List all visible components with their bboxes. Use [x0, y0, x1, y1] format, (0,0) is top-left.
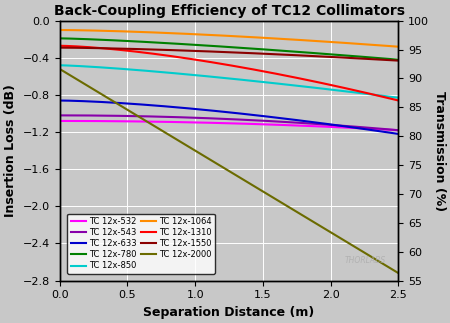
- TC 12x-633: [270, 115, 275, 119]
- TC 12x-543: [98, 114, 103, 118]
- TC 12x-543: [303, 121, 309, 125]
- TC 12x-543: [167, 115, 173, 119]
- TC 12x-850: [57, 63, 63, 67]
- Title: Back-Coupling Efficiency of TC12 Collimators: Back-Coupling Efficiency of TC12 Collima…: [54, 4, 405, 18]
- TC 12x-1550: [302, 54, 307, 57]
- TC 12x-532: [98, 119, 103, 123]
- TC 12x-633: [167, 105, 173, 109]
- TC 12x-532: [270, 123, 275, 127]
- TC 12x-1064: [167, 31, 173, 35]
- TC 12x-1064: [191, 32, 197, 36]
- TC 12x-633: [57, 99, 63, 102]
- Line: TC 12x-633: TC 12x-633: [60, 100, 398, 134]
- TC 12x-532: [302, 124, 307, 128]
- X-axis label: Separation Distance (m): Separation Distance (m): [144, 306, 315, 319]
- TC 12x-1310: [396, 99, 401, 102]
- TC 12x-1310: [167, 54, 173, 58]
- TC 12x-780: [302, 50, 307, 54]
- TC 12x-1310: [303, 78, 309, 82]
- TC 12x-850: [396, 96, 401, 100]
- TC 12x-543: [270, 119, 275, 123]
- TC 12x-1550: [191, 49, 197, 53]
- TC 12x-850: [98, 65, 103, 69]
- Line: TC 12x-543: TC 12x-543: [60, 115, 398, 130]
- TC 12x-633: [302, 119, 307, 123]
- Line: TC 12x-2000: TC 12x-2000: [60, 69, 398, 273]
- TC 12x-1064: [302, 38, 307, 42]
- TC 12x-532: [191, 120, 197, 124]
- Text: THORLABS: THORLABS: [344, 256, 386, 265]
- Y-axis label: Insertion Loss (dB): Insertion Loss (dB): [4, 84, 17, 217]
- TC 12x-543: [57, 113, 63, 117]
- TC 12x-1310: [57, 44, 63, 48]
- TC 12x-1064: [303, 38, 309, 42]
- TC 12x-1550: [167, 48, 173, 52]
- Line: TC 12x-532: TC 12x-532: [60, 121, 398, 130]
- TC 12x-633: [303, 119, 309, 123]
- Line: TC 12x-1310: TC 12x-1310: [60, 46, 398, 100]
- TC 12x-2000: [270, 195, 275, 199]
- TC 12x-1064: [270, 36, 275, 40]
- Line: TC 12x-780: TC 12x-780: [60, 38, 398, 60]
- TC 12x-2000: [167, 133, 173, 137]
- TC 12x-1310: [270, 71, 275, 75]
- TC 12x-780: [57, 36, 63, 40]
- TC 12x-850: [191, 73, 197, 77]
- TC 12x-1550: [57, 46, 63, 49]
- TC 12x-1550: [270, 52, 275, 56]
- Y-axis label: Transmission (%): Transmission (%): [433, 90, 446, 211]
- TC 12x-532: [57, 119, 63, 123]
- TC 12x-532: [167, 120, 173, 124]
- TC 12x-850: [302, 85, 307, 89]
- TC 12x-1550: [396, 59, 401, 63]
- TC 12x-1310: [191, 57, 197, 61]
- TC 12x-532: [303, 124, 309, 128]
- TC 12x-2000: [303, 215, 309, 219]
- TC 12x-2000: [98, 92, 103, 96]
- TC 12x-633: [98, 100, 103, 104]
- TC 12x-1064: [396, 45, 401, 49]
- TC 12x-2000: [396, 271, 401, 275]
- Legend: TC 12x-532, TC 12x-543, TC 12x-633, TC 12x-780, TC 12x-850, TC 12x-1064, TC 12x-: TC 12x-532, TC 12x-543, TC 12x-633, TC 1…: [67, 214, 215, 274]
- Line: TC 12x-1550: TC 12x-1550: [60, 47, 398, 61]
- TC 12x-543: [302, 121, 307, 125]
- TC 12x-1310: [302, 78, 307, 81]
- TC 12x-633: [191, 107, 197, 111]
- Line: TC 12x-850: TC 12x-850: [60, 65, 398, 98]
- TC 12x-780: [98, 38, 103, 42]
- TC 12x-780: [396, 58, 401, 62]
- TC 12x-850: [270, 81, 275, 85]
- TC 12x-780: [270, 48, 275, 52]
- TC 12x-633: [396, 132, 401, 136]
- TC 12x-780: [303, 50, 309, 54]
- TC 12x-1310: [98, 46, 103, 50]
- TC 12x-850: [303, 85, 309, 89]
- TC 12x-780: [167, 41, 173, 45]
- TC 12x-2000: [302, 214, 307, 218]
- Line: TC 12x-1064: TC 12x-1064: [60, 30, 398, 47]
- TC 12x-1064: [98, 29, 103, 33]
- TC 12x-543: [396, 128, 401, 132]
- TC 12x-780: [191, 43, 197, 47]
- TC 12x-2000: [191, 148, 197, 152]
- TC 12x-1550: [303, 54, 309, 57]
- TC 12x-850: [167, 71, 173, 75]
- TC 12x-1550: [98, 46, 103, 50]
- TC 12x-543: [191, 116, 197, 120]
- TC 12x-532: [396, 128, 401, 132]
- TC 12x-1064: [57, 28, 63, 32]
- TC 12x-2000: [57, 67, 63, 71]
